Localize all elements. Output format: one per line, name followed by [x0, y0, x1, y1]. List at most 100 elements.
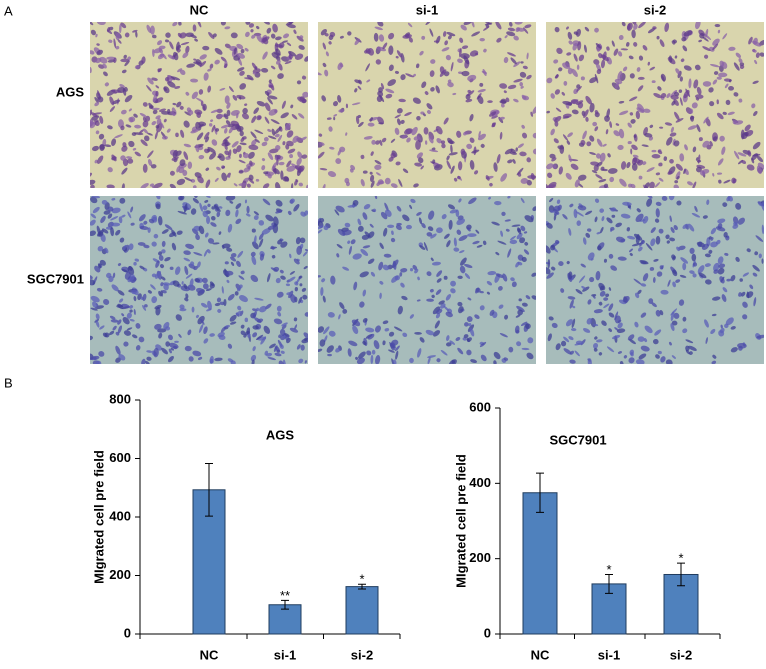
- cell: [338, 109, 345, 113]
- cell: [158, 48, 164, 54]
- cell: [134, 124, 142, 129]
- cell: [629, 349, 634, 356]
- cell: [190, 261, 195, 266]
- cell: [516, 341, 522, 347]
- cell: [325, 51, 329, 57]
- cell: [379, 292, 382, 300]
- cell: [610, 207, 617, 212]
- cell: [471, 149, 480, 154]
- cell: [227, 293, 235, 301]
- cell: [665, 234, 670, 240]
- x-tick-label: si-1: [274, 647, 296, 662]
- cell: [289, 198, 295, 204]
- cell: [691, 212, 701, 218]
- cell: [667, 279, 671, 287]
- cell: [724, 83, 729, 89]
- y-tick-label: 0: [124, 625, 131, 640]
- cell: [134, 258, 140, 262]
- cell: [216, 166, 221, 171]
- cell: [671, 320, 678, 326]
- cell: [185, 243, 195, 249]
- cell: [97, 245, 104, 252]
- cell: [459, 47, 462, 58]
- cell: [300, 344, 305, 351]
- cell: [461, 70, 470, 77]
- cell: [266, 27, 272, 34]
- cell: [276, 305, 282, 312]
- cell: [687, 125, 697, 130]
- cell: [339, 35, 344, 39]
- cell: [720, 324, 723, 329]
- cell: [444, 233, 450, 239]
- cell: [109, 106, 116, 112]
- cell: [363, 136, 373, 140]
- cell: [225, 120, 231, 126]
- cell: [217, 331, 225, 338]
- cell: [219, 87, 226, 91]
- cell: [92, 206, 100, 214]
- cell: [637, 246, 643, 252]
- cell: [264, 90, 270, 96]
- cell: [107, 167, 113, 173]
- cell: [632, 157, 641, 164]
- cell: [193, 225, 201, 232]
- cell: [675, 117, 684, 123]
- cell: [275, 277, 281, 284]
- cell: [726, 278, 732, 282]
- cell: [329, 31, 336, 38]
- cell: [298, 296, 303, 304]
- cell: [522, 132, 528, 139]
- significance: *: [606, 562, 611, 577]
- cell: [710, 227, 717, 235]
- cell: [272, 23, 278, 33]
- cell: [140, 183, 149, 188]
- cell: [323, 225, 329, 231]
- cell: [362, 341, 367, 346]
- cell: [521, 302, 528, 307]
- cell: [568, 271, 573, 280]
- cell: [441, 47, 450, 52]
- cell: [273, 345, 278, 352]
- cell: [394, 70, 400, 74]
- cell: [752, 153, 761, 157]
- cell: [294, 324, 298, 330]
- cell: [477, 95, 484, 104]
- cell: [421, 81, 427, 88]
- cell: [337, 62, 343, 71]
- cell: [90, 112, 98, 118]
- cell: [132, 29, 138, 33]
- cell: [682, 262, 687, 271]
- cell: [752, 80, 759, 84]
- cell: [520, 197, 525, 204]
- cell: [108, 39, 113, 43]
- cell: [721, 294, 727, 302]
- cell: [294, 53, 304, 60]
- cell: [733, 120, 744, 125]
- cell: [644, 325, 653, 334]
- cell: [702, 81, 712, 87]
- cell: [449, 209, 458, 214]
- cell: [650, 227, 656, 233]
- cell: [264, 102, 271, 112]
- cell: [514, 22, 523, 25]
- cell: [157, 53, 165, 60]
- cell: [725, 99, 731, 106]
- cell: [441, 143, 446, 149]
- cell: [99, 115, 104, 124]
- cell: [546, 77, 553, 84]
- cell: [406, 137, 411, 143]
- cell: [286, 42, 292, 47]
- cell: [318, 326, 325, 333]
- cell: [398, 98, 406, 103]
- cell: [294, 180, 298, 186]
- cell: [489, 182, 493, 187]
- cell: [672, 269, 678, 277]
- cell: [250, 274, 259, 283]
- cell: [655, 309, 661, 317]
- cell: [688, 78, 692, 89]
- cell: [608, 253, 614, 259]
- cell: [169, 170, 175, 176]
- cell: [580, 139, 586, 146]
- cell: [199, 202, 203, 212]
- cell: [708, 249, 713, 254]
